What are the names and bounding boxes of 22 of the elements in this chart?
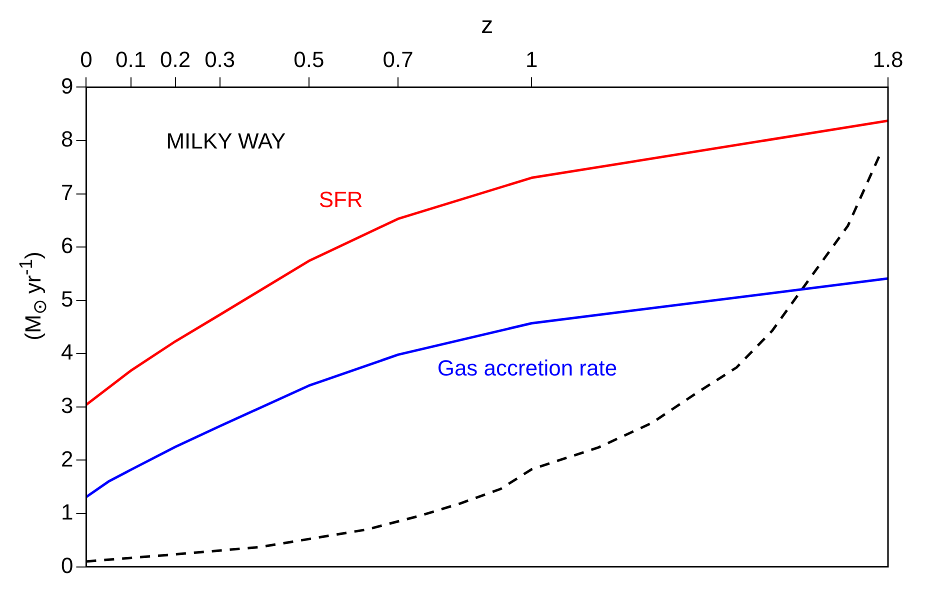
x-tick-label: 1 <box>526 47 538 72</box>
x-tick-label: 0 <box>80 47 92 72</box>
x-tick-label: 1.8 <box>872 47 904 72</box>
series-label: SFR <box>318 187 363 212</box>
x-tick-label: 0.7 <box>382 47 414 72</box>
annotation: MILKY WAY <box>166 128 286 154</box>
series-label: Gas accretion rate <box>437 355 618 380</box>
x-tick-label: 0.2 <box>160 47 191 72</box>
x-tick-label: 0.1 <box>115 47 146 72</box>
y-tick-label: 2 <box>60 446 74 472</box>
x-tick-label: 0.3 <box>204 47 236 72</box>
y-tick-label: 0 <box>60 552 74 578</box>
x-tick-label: 0.5 <box>294 47 324 72</box>
y-tick-label: 8 <box>60 126 74 152</box>
y-tick-label: 5 <box>60 286 74 312</box>
y-tick-label: 4 <box>60 340 74 365</box>
y-tick-label: 1 <box>60 500 74 525</box>
y-tick-label: 9 <box>60 73 74 98</box>
y-tick-label: 7 <box>60 180 74 205</box>
y-tick-label: 3 <box>60 392 74 418</box>
y-tick-label: 6 <box>60 233 74 258</box>
x-axis-title: z <box>481 12 494 40</box>
